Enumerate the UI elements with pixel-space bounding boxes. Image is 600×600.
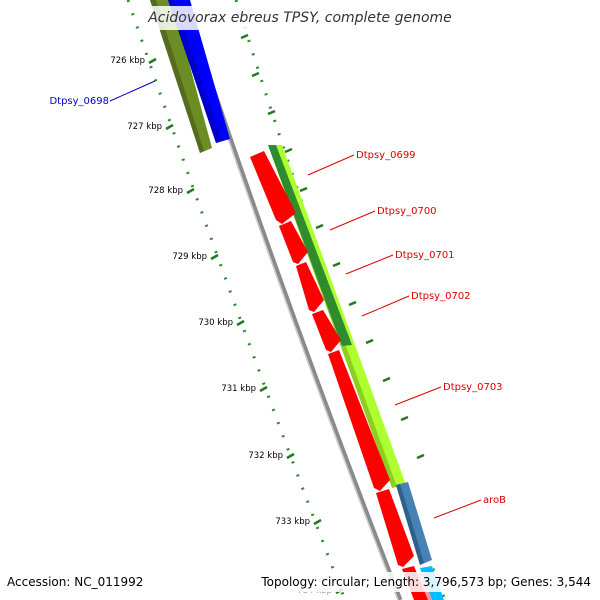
gene-labels: Dtpsy_0698 Dtpsy_0699 Dtpsy_0700 Dtpsy_0701…	[49, 80, 506, 519]
scale-tick	[259, 385, 268, 393]
scale-label: 729 kbp	[172, 252, 207, 262]
gene-label[interactable]: Dtpsy_0700	[377, 206, 437, 217]
feature-steelblue-edge	[396, 484, 424, 565]
gene-label-connector	[361, 295, 410, 317]
accession-text: Accession: NC_011992	[7, 572, 148, 592]
feature-blue-edge	[168, 0, 222, 143]
gene-dtpsy-0700	[279, 221, 308, 264]
gene-arob	[376, 489, 414, 567]
scale-tick-outer	[240, 33, 249, 40]
gene-label-connector	[433, 499, 482, 519]
feature-dark-green	[268, 145, 352, 346]
scale-tick	[148, 57, 157, 65]
gene-label-connector	[307, 154, 355, 176]
scale-tick-outer	[315, 223, 324, 230]
gene-label[interactable]: Dtpsy_0699	[356, 150, 416, 161]
gene-label-connector	[109, 80, 156, 102]
scale-label: 733 kbp	[275, 517, 310, 527]
scale-tick-outer	[400, 415, 409, 422]
inner-dotted-ring	[126, 0, 347, 600]
scale-tick-outer	[299, 186, 308, 193]
feature-dtpsy-0698-edge	[150, 0, 204, 153]
scale-label: 731 kbp	[221, 384, 256, 394]
scale-label: 728 kbp	[148, 186, 183, 196]
scale-tick-outer	[382, 376, 391, 383]
gene-label[interactable]: Dtpsy_0698	[49, 96, 109, 107]
scale-tick	[313, 518, 322, 526]
scale-tick	[165, 123, 174, 131]
scale-tick-outer	[332, 261, 341, 268]
scale-label: 730 kbp	[198, 318, 233, 328]
gene-label[interactable]: aroB	[483, 495, 506, 506]
scale-label: 726 kbp	[110, 56, 145, 66]
gene-dtpsy-0701	[296, 262, 324, 312]
scale-tick-outer	[416, 453, 425, 460]
gene-label[interactable]: Dtpsy_0702	[411, 291, 471, 302]
map-title: Acidovorax ebreus TPSY, complete genome	[140, 6, 460, 30]
gene-dtpsy-0702	[312, 310, 341, 352]
gene-label-connector	[345, 254, 394, 275]
gene-dtpsy-0703	[328, 350, 390, 491]
scale-tick	[186, 187, 195, 195]
gene-label-connector	[394, 386, 442, 406]
scale-tick-outer	[284, 147, 293, 154]
scale-tick	[210, 253, 219, 261]
genome-details-text: Topology: circular; Length: 3,796,573 bp…	[257, 572, 591, 592]
gene-label[interactable]: Dtpsy_0703	[443, 382, 503, 393]
gene-label-connector	[329, 210, 376, 231]
forward-features	[150, 0, 230, 153]
scale-label: 727 kbp	[127, 122, 162, 132]
scale-tick-outer	[267, 109, 276, 116]
scale-tick	[286, 452, 295, 460]
scale-tick-outer	[251, 71, 260, 78]
gene-label[interactable]: Dtpsy_0701	[395, 250, 455, 261]
gene-dtpsy-0699	[250, 151, 296, 224]
scale-label: 732 kbp	[248, 451, 283, 461]
scale-tick-outer	[365, 338, 374, 345]
scale-tick-outer	[348, 300, 357, 307]
scale-tick	[236, 319, 245, 327]
